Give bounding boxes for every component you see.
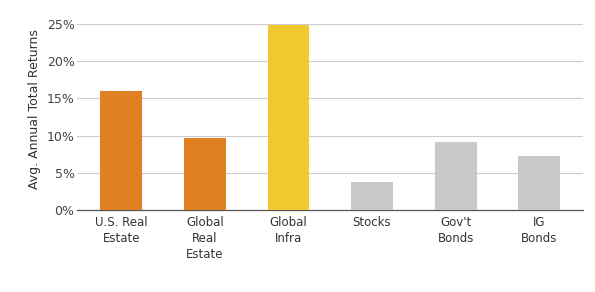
Bar xyxy=(184,138,226,210)
Bar xyxy=(268,25,309,210)
Bar xyxy=(101,91,142,210)
Bar xyxy=(518,156,560,210)
Bar xyxy=(435,142,477,210)
Bar xyxy=(351,182,393,210)
Y-axis label: Avg. Annual Total Returns: Avg. Annual Total Returns xyxy=(28,29,41,190)
